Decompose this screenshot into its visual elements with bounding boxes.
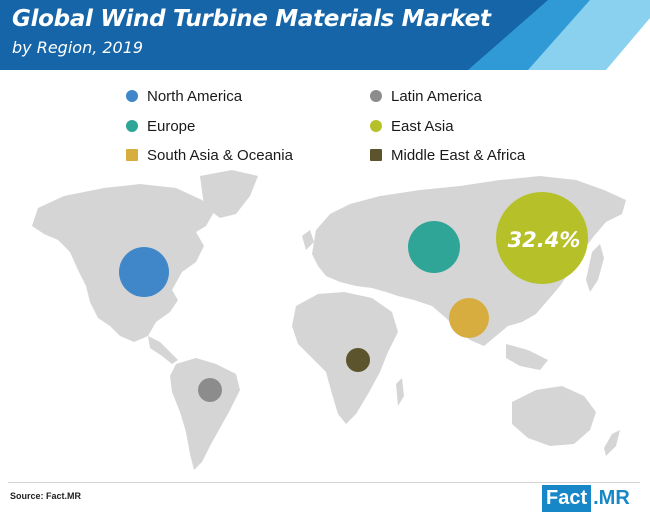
- bubble-middle-east-africa: [346, 348, 370, 372]
- bubble-europe: [408, 221, 460, 273]
- bubble-label-east-asia: 32.4%: [508, 228, 581, 252]
- bubble-latin-america: [198, 378, 222, 402]
- bubble-north-america: [119, 247, 169, 297]
- footer-divider: [8, 482, 640, 483]
- legend-swatch: [126, 149, 138, 161]
- legend-item-south-asia-oceania: South Asia & Oceania: [126, 145, 293, 165]
- legend-swatch: [126, 90, 138, 102]
- legend-swatch: [370, 90, 382, 102]
- legend-label: Latin America: [391, 87, 482, 105]
- logo-rest-text: .MR: [593, 487, 630, 509]
- land-south-america: [170, 358, 240, 470]
- legend-swatch: [370, 149, 382, 161]
- legend-label: East Asia: [391, 117, 454, 135]
- bubble-south-asia-oceania: [449, 298, 489, 338]
- legend-item-europe: Europe: [126, 116, 195, 136]
- header-stripe-dark: [0, 0, 548, 70]
- land-madagascar: [396, 378, 404, 406]
- legend-item-north-america: North America: [126, 86, 242, 106]
- land-central-america: [148, 336, 178, 364]
- legend-item-latin-america: Latin America: [370, 86, 482, 106]
- legend-label: Middle East & Africa: [391, 146, 526, 164]
- legend-label: South Asia & Oceania: [147, 146, 293, 164]
- bubble-east-asia: [496, 192, 588, 284]
- land-greenland: [200, 170, 258, 218]
- land-australia: [512, 386, 596, 446]
- land-africa: [292, 292, 398, 424]
- legend: North America Latin America Europe East …: [120, 86, 560, 166]
- logo-box-text: Fact: [542, 485, 592, 512]
- land-uk: [302, 230, 314, 250]
- chart-subtitle: by Region, 2019: [12, 38, 144, 57]
- chart-title: Global Wind Turbine Materials Market: [12, 6, 491, 32]
- brand-logo: Fact .MR: [542, 485, 630, 512]
- land-japan: [586, 244, 604, 292]
- legend-item-middle-east-africa: Middle East & Africa: [370, 145, 525, 165]
- legend-label: Europe: [147, 117, 196, 135]
- land-southeast-asia: [506, 344, 548, 370]
- legend-item-east-asia: East Asia: [370, 116, 454, 136]
- legend-swatch: [126, 120, 138, 132]
- source-note: Source: Fact.MR: [10, 491, 82, 501]
- land-new-zealand: [604, 430, 620, 456]
- header-banner: [0, 0, 650, 70]
- legend-label: North America: [147, 87, 243, 105]
- legend-swatch: [370, 120, 382, 132]
